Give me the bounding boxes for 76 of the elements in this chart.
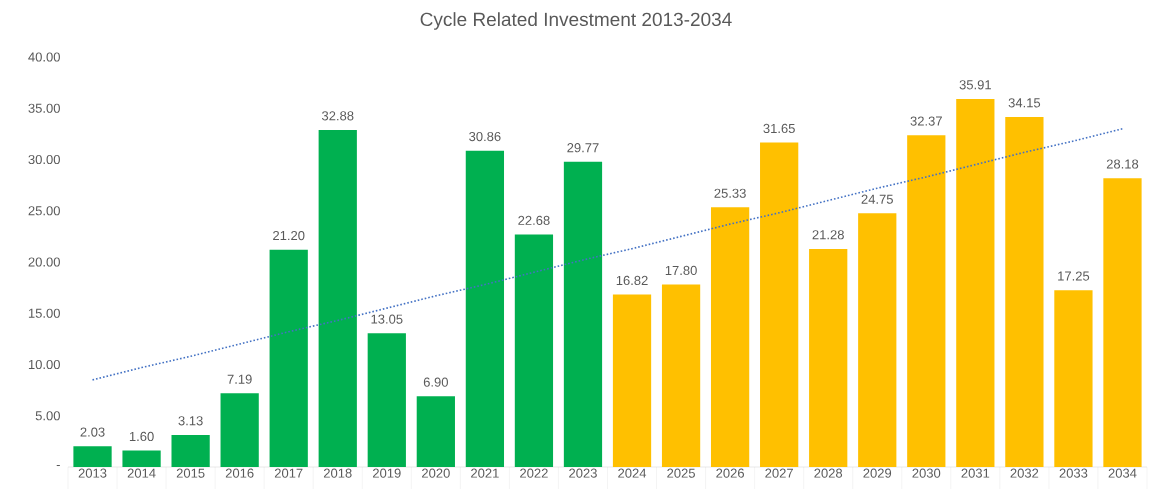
data-label: 16.82 bbox=[616, 275, 648, 286]
bar bbox=[858, 213, 897, 467]
data-label: 29.77 bbox=[567, 143, 599, 153]
y-tick-label: 10.00 bbox=[28, 359, 60, 370]
bar bbox=[269, 249, 308, 467]
x-tick-label: 2017 bbox=[274, 468, 303, 478]
data-label: 21.20 bbox=[273, 230, 305, 241]
data-label: 17.80 bbox=[665, 265, 697, 276]
x-tick-label: 2018 bbox=[323, 468, 352, 478]
data-label: 17.25 bbox=[1058, 271, 1090, 281]
y-tick-label: 30.00 bbox=[28, 154, 60, 165]
x-tick-label: 2022 bbox=[520, 468, 548, 478]
x-tick-label: 2015 bbox=[176, 468, 205, 478]
data-label: 30.86 bbox=[469, 131, 501, 142]
y-tick-label: 20.00 bbox=[28, 257, 60, 267]
data-label: 32.88 bbox=[321, 111, 354, 121]
x-tick-label: 2013 bbox=[78, 468, 107, 478]
bar bbox=[122, 450, 161, 467]
y-tick-label: 40.00 bbox=[28, 52, 60, 62]
x-tick-label: 2026 bbox=[716, 468, 744, 478]
bar bbox=[760, 142, 799, 467]
bar bbox=[563, 161, 603, 467]
data-label: 7.19 bbox=[227, 374, 252, 384]
bar bbox=[73, 446, 112, 467]
x-tick-label: 2016 bbox=[225, 468, 254, 478]
y-tick-label: 25.00 bbox=[28, 206, 60, 216]
bar bbox=[1103, 178, 1142, 467]
y-tick-label: 15.00 bbox=[28, 308, 60, 318]
x-tick-label: 2027 bbox=[765, 468, 793, 478]
data-label: 24.75 bbox=[861, 194, 893, 204]
x-tick-label: 2025 bbox=[667, 468, 695, 478]
bar bbox=[220, 393, 259, 467]
data-label: 22.68 bbox=[518, 215, 550, 225]
bar bbox=[318, 129, 357, 467]
data-label: 6.90 bbox=[423, 377, 448, 387]
data-label: 3.13 bbox=[178, 416, 203, 426]
data-label: 13.05 bbox=[371, 314, 403, 324]
data-label: 21.28 bbox=[812, 230, 844, 240]
x-tick-label: 2032 bbox=[1010, 468, 1039, 478]
bar bbox=[1005, 116, 1044, 467]
data-label: 35.91 bbox=[959, 80, 991, 90]
bar bbox=[514, 234, 554, 467]
x-tick-label: 2028 bbox=[814, 468, 843, 478]
x-tick-label: 2020 bbox=[422, 468, 450, 478]
data-label: 25.33 bbox=[714, 188, 746, 198]
y-tick-label: 35.00 bbox=[28, 103, 60, 113]
x-tick-label: 2033 bbox=[1059, 468, 1088, 478]
x-tick-label: 2014 bbox=[127, 468, 156, 478]
x-tick-label: 2029 bbox=[863, 468, 892, 478]
bar bbox=[907, 135, 946, 467]
chart-title: Cycle Related Investment 2013-2034 bbox=[420, 12, 732, 30]
data-label: 2.03 bbox=[80, 427, 105, 437]
x-tick-label: 2034 bbox=[1108, 468, 1137, 478]
bar bbox=[465, 150, 505, 467]
data-label: 32.37 bbox=[910, 116, 942, 126]
data-label: 34.15 bbox=[1008, 98, 1041, 108]
bar bbox=[1054, 290, 1093, 467]
y-tick-label: 5.00 bbox=[35, 411, 60, 421]
x-tick-label: 2021 bbox=[471, 468, 499, 478]
data-label: 28.18 bbox=[1106, 159, 1139, 169]
bar bbox=[809, 248, 848, 467]
bar bbox=[416, 396, 455, 467]
x-tick-label: 2023 bbox=[569, 468, 597, 478]
data-label: 1.60 bbox=[129, 431, 154, 442]
x-tick-label: 2019 bbox=[373, 468, 401, 478]
data-label: 31.65 bbox=[763, 123, 795, 134]
bar bbox=[661, 284, 701, 467]
x-tick-label: 2024 bbox=[618, 468, 647, 478]
bar bbox=[367, 333, 406, 467]
bar bbox=[956, 98, 995, 467]
y-tick-label: - bbox=[56, 465, 60, 467]
x-tick-label: 2030 bbox=[912, 468, 941, 478]
bar bbox=[171, 434, 210, 467]
x-tick-label: 2031 bbox=[961, 468, 990, 478]
bar bbox=[612, 294, 652, 467]
bar bbox=[710, 207, 750, 467]
